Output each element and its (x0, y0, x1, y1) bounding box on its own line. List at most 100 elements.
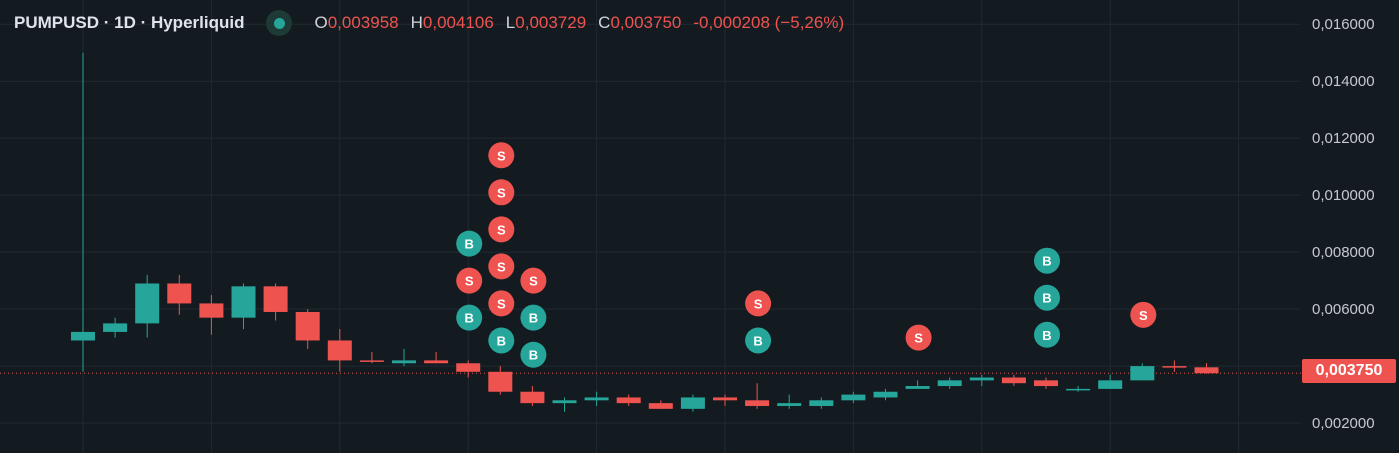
marker-label: B (465, 237, 474, 252)
candle-body (905, 386, 930, 389)
candle-body (199, 303, 224, 318)
candle-body (648, 403, 673, 409)
candle-body (680, 397, 705, 409)
marker-circle (456, 304, 483, 331)
buy-marker: B (488, 327, 515, 354)
marker-circle (488, 216, 515, 243)
buy-marker: B (520, 304, 547, 331)
candle-up (937, 377, 962, 389)
sell-marker: S (456, 267, 483, 294)
candle-body (1130, 366, 1155, 381)
candle-up (392, 349, 416, 367)
marker-circle (1130, 301, 1157, 328)
close-value: 0,003750 (610, 13, 682, 32)
change-value: -0,000208 (−5,26%) (693, 13, 845, 32)
marker-label: S (497, 296, 506, 311)
candle-down (1001, 374, 1026, 387)
marker-label: B (465, 311, 474, 326)
open-label: O (314, 13, 328, 32)
marker-circle (520, 304, 547, 331)
marker-label: B (1042, 291, 1051, 306)
candle-down (1034, 377, 1058, 389)
buy-marker: B (456, 304, 483, 331)
sell-marker: S (745, 290, 772, 317)
candle-down (263, 283, 288, 321)
candle-down (713, 394, 737, 406)
marker-circle (1034, 321, 1060, 348)
candle-body (167, 283, 192, 304)
sell-marker: S (905, 324, 932, 351)
marker-circle (745, 290, 772, 317)
candle-body (809, 400, 834, 406)
candle-body (231, 286, 256, 318)
candle-body (1001, 377, 1026, 384)
marker-label: B (529, 348, 538, 363)
candle-body (263, 286, 288, 312)
marker-label: B (529, 311, 538, 326)
candle-down (520, 386, 545, 406)
symbol-title[interactable]: PUMPUSD · 1D · Hyperliquid (14, 13, 245, 32)
candles (71, 52, 1219, 412)
candle-up (1066, 386, 1091, 392)
buy-marker: B (520, 341, 547, 368)
candle-up (552, 397, 577, 412)
symbol-legend: PUMPUSD · 1D · Hyperliquid O 0,003958 H … (14, 10, 854, 36)
marker-circle (905, 324, 932, 351)
marker-label: S (754, 296, 763, 311)
marker-label: B (497, 333, 506, 348)
candle-body (552, 400, 577, 404)
marker-label: S (465, 274, 474, 289)
price-axis-label: 0,010000 (1312, 187, 1375, 204)
last-price-tag: 0,003750 (1302, 359, 1396, 383)
high-label: H (410, 13, 423, 32)
candle-body (359, 360, 384, 362)
candle-down (424, 351, 449, 364)
buy-marker: B (456, 230, 483, 257)
candle-down (359, 351, 384, 364)
candle-body (135, 283, 160, 324)
candle-body (1098, 380, 1123, 389)
marker-label: S (497, 222, 506, 237)
price-axis-label: 0,016000 (1312, 16, 1375, 33)
marker-circle (1034, 284, 1060, 311)
candle-up (969, 374, 994, 387)
candle-body (103, 323, 128, 332)
price-axis-label: 0,012000 (1312, 130, 1375, 147)
candle-up (841, 391, 866, 404)
marker-circle (745, 327, 772, 354)
candle-body (488, 371, 513, 392)
sell-marker: S (488, 179, 515, 206)
candle-body (520, 391, 545, 404)
sell-marker: S (520, 267, 547, 294)
sell-marker: S (488, 216, 515, 243)
marker-label: S (529, 274, 538, 289)
candle-down (199, 294, 224, 335)
marker-circle (456, 267, 483, 294)
marker-label: B (753, 333, 762, 348)
sell-marker: S (488, 253, 515, 280)
candle-body (937, 380, 962, 387)
marker-label: S (1139, 308, 1148, 323)
candle-down (616, 394, 641, 406)
price-axis-label: 0,008000 (1312, 244, 1375, 261)
candle-up (1098, 374, 1123, 389)
marker-label: B (1042, 328, 1051, 343)
marker-label: S (497, 148, 506, 163)
candle-up (777, 394, 802, 409)
candle-up (584, 391, 609, 406)
candle-up (71, 52, 95, 372)
candle-body (1034, 380, 1058, 387)
candle-body (713, 397, 737, 401)
market-status-icon[interactable] (266, 10, 293, 36)
marker-label: S (497, 185, 506, 200)
buy-marker: B (745, 327, 772, 354)
candle-body (969, 377, 994, 381)
sell-marker: S (488, 142, 515, 169)
candle-up (809, 397, 834, 409)
candle-body (327, 340, 352, 361)
marker-circle (520, 341, 547, 368)
candle-down (167, 274, 192, 315)
candle-body (295, 311, 320, 341)
candle-down (1162, 360, 1187, 372)
